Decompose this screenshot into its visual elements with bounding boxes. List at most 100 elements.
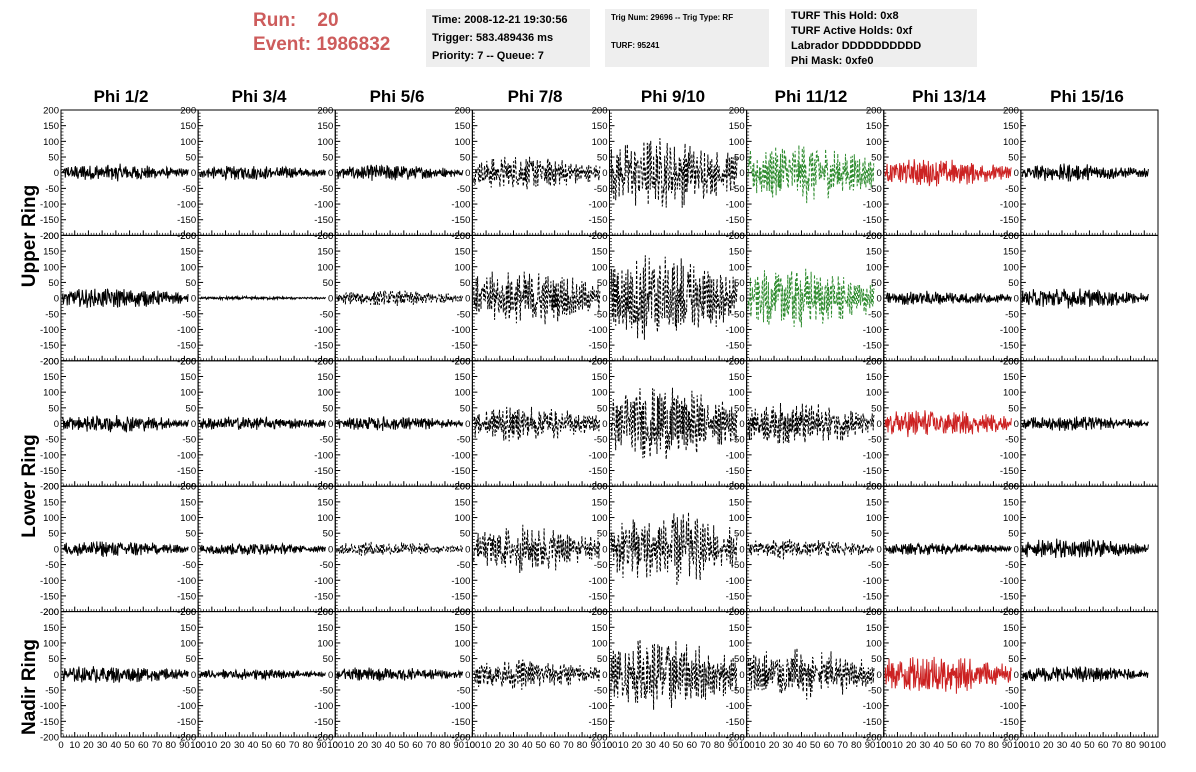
y-tick-label: -50	[594, 435, 608, 446]
y-tick-label: -50	[45, 309, 59, 320]
y-tick-label: 100	[43, 638, 59, 649]
y-tick-label: 200	[1003, 231, 1019, 242]
x-tick-label: 100	[327, 740, 343, 751]
y-tick-label: 150	[180, 247, 196, 258]
x-tick-label: 40	[1070, 740, 1081, 751]
y-tick-label: -150	[588, 717, 607, 728]
y-tick-label: 0	[876, 670, 881, 681]
x-tick-label: 60	[412, 740, 423, 751]
y-tick-label: -150	[40, 466, 59, 477]
y-tick-label: 150	[180, 121, 196, 132]
y-tick-label: 150	[455, 497, 471, 508]
y-tick-label: -200	[726, 733, 745, 744]
y-tick-label: 50	[597, 403, 608, 414]
x-tick-label: 60	[961, 740, 972, 751]
waveform-trace	[473, 659, 601, 690]
y-tick-label: 0	[54, 168, 59, 179]
y-tick-label: 200	[1003, 356, 1019, 367]
phi-title-2: Phi 3/4	[231, 87, 287, 106]
y-tick-label: 0	[876, 294, 881, 305]
waveform-trace	[884, 159, 1012, 187]
y-tick-label: -100	[863, 200, 882, 211]
y-tick-label: -100	[588, 200, 607, 211]
labrador-text: Labrador DDDDDDDDDD	[791, 40, 922, 52]
y-tick-label: 100	[43, 262, 59, 273]
y-tick-label: 100	[729, 388, 745, 399]
y-tick-label: 50	[48, 654, 59, 665]
y-tick-label: 100	[180, 638, 196, 649]
x-tick-label: 50	[673, 740, 684, 751]
waveform-trace	[1021, 416, 1149, 431]
y-tick-label: 50	[186, 403, 197, 414]
y-tick-label: -150	[588, 591, 607, 602]
y-tick-label: 50	[734, 153, 745, 164]
y-tick-label: -50	[182, 184, 196, 195]
y-tick-label: -200	[1000, 231, 1019, 242]
y-tick-label: 0	[876, 419, 881, 430]
y-tick-label: 0	[602, 294, 607, 305]
y-tick-label: 0	[602, 419, 607, 430]
y-tick-label: 200	[317, 482, 333, 493]
y-tick-label: 50	[186, 153, 197, 164]
x-tick-label: 40	[111, 740, 122, 751]
y-tick-label: -200	[177, 733, 196, 744]
y-tick-label: -50	[594, 184, 608, 195]
y-tick-label: 150	[43, 372, 59, 383]
y-tick-label: 150	[180, 372, 196, 383]
y-tick-label: -200	[314, 733, 333, 744]
x-tick-label: 50	[1084, 740, 1095, 751]
x-tick-label: 80	[165, 740, 176, 751]
y-tick-label: -150	[177, 591, 196, 602]
y-tick-label: 100	[1003, 388, 1019, 399]
phi-title-5: Phi 9/10	[640, 87, 706, 106]
y-tick-label: 0	[602, 544, 607, 555]
x-tick-label: 10	[481, 740, 492, 751]
y-tick-label: -150	[863, 466, 882, 477]
y-tick-label: -100	[40, 200, 59, 211]
y-tick-label: -50	[45, 184, 59, 195]
y-tick-label: 200	[866, 106, 882, 117]
y-tick-label: -200	[451, 733, 470, 744]
y-tick-label: 0	[739, 419, 744, 430]
x-tick-label: 30	[645, 740, 656, 751]
y-tick-label: 50	[597, 153, 608, 164]
x-tick-label: 60	[138, 740, 149, 751]
x-tick-label: 100	[739, 740, 755, 751]
waveform-trace	[336, 416, 464, 432]
y-tick-label: -100	[314, 450, 333, 461]
y-tick-label: -200	[314, 607, 333, 618]
y-tick-label: 150	[43, 497, 59, 508]
waveform-trace	[747, 402, 875, 445]
y-tick-label: 150	[592, 623, 608, 634]
y-tick-label: 0	[465, 419, 470, 430]
y-tick-label: 100	[455, 388, 471, 399]
turf-text: TURF: 95241	[611, 41, 660, 50]
y-tick-label: 100	[455, 262, 471, 273]
y-tick-label: 200	[317, 106, 333, 117]
y-tick-label: -150	[451, 466, 470, 477]
y-tick-label: 150	[317, 372, 333, 383]
waveform-trace	[885, 290, 1012, 305]
y-tick-label: 200	[1003, 607, 1019, 618]
y-tick-label: 150	[180, 497, 196, 508]
y-tick-label: -100	[726, 701, 745, 712]
x-tick-label: 0	[744, 740, 749, 751]
phi-title-8: Phi 15/16	[1050, 87, 1124, 106]
x-tick-label: 20	[769, 740, 780, 751]
y-tick-label: 200	[455, 106, 471, 117]
y-tick-label: 200	[180, 106, 196, 117]
y-tick-label: -50	[868, 435, 882, 446]
y-tick-label: -200	[451, 607, 470, 618]
y-tick-label: 100	[317, 638, 333, 649]
y-tick-label: 100	[317, 262, 333, 273]
phi-title-7: Phi 13/14	[912, 87, 986, 106]
y-tick-label: 200	[180, 482, 196, 493]
x-tick-label: 80	[1125, 740, 1136, 751]
y-tick-label: -150	[1000, 591, 1019, 602]
y-tick-label: 200	[1003, 482, 1019, 493]
y-tick-label: -200	[588, 356, 607, 367]
y-tick-label: 50	[871, 654, 882, 665]
y-tick-label: 0	[191, 544, 196, 555]
y-tick-label: 50	[734, 403, 745, 414]
y-tick-label: 200	[43, 607, 59, 618]
